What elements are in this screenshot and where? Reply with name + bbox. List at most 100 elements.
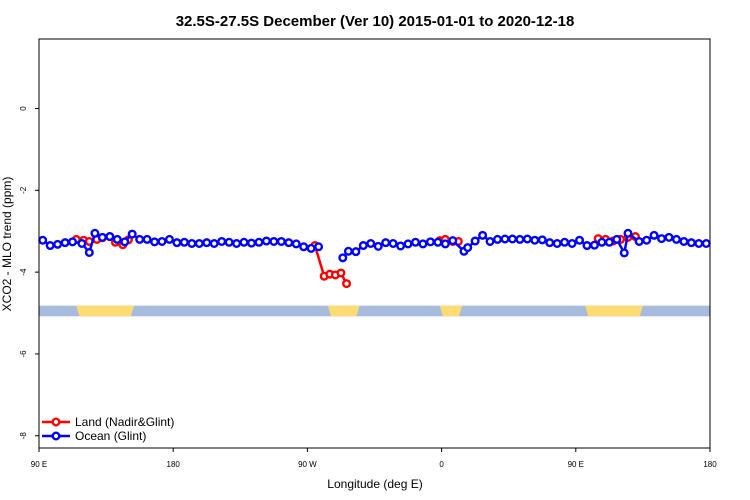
series-1-point	[306, 243, 316, 253]
y-tick-label: -2	[19, 186, 28, 194]
series-1-point	[366, 238, 376, 248]
series-1	[38, 228, 711, 263]
series-1-point	[694, 238, 704, 248]
y-axis: 0 -2 -4 -6 -8	[19, 106, 39, 440]
series-1-point	[686, 238, 696, 248]
series-1-point	[187, 238, 197, 248]
series-1-point	[530, 235, 540, 245]
series-1-point	[589, 240, 599, 250]
series-1-point	[314, 242, 324, 252]
y-tick-label: -6	[19, 350, 28, 358]
series-1-point	[84, 247, 94, 257]
series-1-point	[97, 232, 107, 242]
series-1-point	[448, 236, 458, 246]
series-1-point	[135, 234, 145, 244]
series-1-point	[381, 238, 391, 248]
series-1-point	[619, 248, 629, 258]
x-tick-label: 90 E	[31, 460, 47, 469]
series-1-point	[463, 243, 473, 253]
series-1-point	[433, 237, 443, 247]
series-1-point	[679, 236, 689, 246]
series-1-point	[338, 253, 348, 263]
legend-marker-1	[51, 431, 61, 441]
series-1-point	[239, 237, 249, 247]
series-1-point	[68, 237, 78, 247]
x-tick-label: 180	[703, 460, 717, 469]
x-tick-label: 90 E	[568, 460, 584, 469]
series-1-point	[507, 234, 517, 244]
y-tick-label: -4	[19, 268, 28, 276]
series-1-point	[642, 235, 652, 245]
y-tick-label: -8	[19, 432, 28, 440]
series-1-point	[246, 238, 256, 248]
land-region-2	[439, 305, 463, 317]
series-1-point	[291, 239, 301, 249]
series-1-point	[582, 241, 592, 251]
land-region-1	[327, 305, 360, 317]
land-region-0	[76, 305, 135, 317]
legend-label-0: Land (Nadir&Glint)	[75, 415, 174, 429]
series-1-point	[209, 238, 219, 248]
series-1-point	[470, 236, 480, 246]
series-1-point	[411, 237, 421, 247]
series-1-point	[77, 238, 87, 248]
y-tick-label: 0	[19, 106, 28, 111]
series-1-point	[373, 241, 383, 251]
series-1-point	[120, 237, 130, 247]
series-1-point	[500, 234, 510, 244]
series-1-point	[515, 234, 525, 244]
series-1-point	[493, 234, 503, 244]
series-1-point	[261, 236, 271, 246]
series-1-point	[701, 238, 711, 248]
series-1-point	[179, 237, 189, 247]
series-1-point	[343, 246, 353, 256]
series-0-point	[336, 268, 346, 278]
series-1-point	[127, 229, 137, 239]
chart-title: 32.5S-27.5S December (Ver 10) 2015-01-01…	[176, 13, 575, 30]
series-1-point	[478, 230, 488, 240]
series-1-point	[604, 237, 614, 247]
series-1-point	[657, 234, 667, 244]
series-1-point	[284, 238, 294, 248]
series-1-point	[232, 238, 242, 248]
series-1-point	[664, 232, 674, 242]
legend-label-1: Ocean (Glint)	[75, 429, 146, 443]
series-1-point	[671, 234, 681, 244]
legend: Land (Nadir&Glint)Ocean (Glint)	[42, 415, 174, 443]
series-1-point	[623, 228, 633, 238]
land-region-3	[585, 305, 643, 317]
series-1-point	[224, 237, 234, 247]
series-1-point	[269, 236, 279, 246]
series-1-point	[112, 234, 122, 244]
x-tick-label: 90 W	[298, 460, 317, 469]
series-1-point	[649, 230, 659, 240]
x-tick-label: 0	[439, 460, 444, 469]
series-1-point	[485, 236, 495, 246]
series-1-point	[567, 238, 577, 248]
series-1-point	[634, 236, 644, 246]
series-1-point	[60, 238, 70, 248]
series-1-point	[217, 236, 227, 246]
series-1-point	[440, 239, 450, 249]
series-1-point	[575, 235, 585, 245]
series-1-point	[388, 238, 398, 248]
series-1-point	[418, 239, 428, 249]
series-1-point	[276, 236, 286, 246]
series-1-point	[90, 228, 100, 238]
series-1-point	[164, 234, 174, 244]
series-1-point	[142, 234, 152, 244]
ocean-band	[39, 305, 710, 317]
series-1-point	[396, 241, 406, 251]
series-1-point	[172, 238, 182, 248]
series-1-point	[545, 238, 555, 248]
series-1-point	[157, 236, 167, 246]
plot-frame	[38, 38, 711, 449]
series-1-point	[403, 239, 413, 249]
series-1-point	[351, 247, 361, 257]
x-tick-label: 180	[167, 460, 181, 469]
series-1-point	[425, 237, 435, 247]
land-ocean-band	[39, 305, 710, 317]
series-1-point	[552, 238, 562, 248]
series-1-point	[194, 238, 204, 248]
